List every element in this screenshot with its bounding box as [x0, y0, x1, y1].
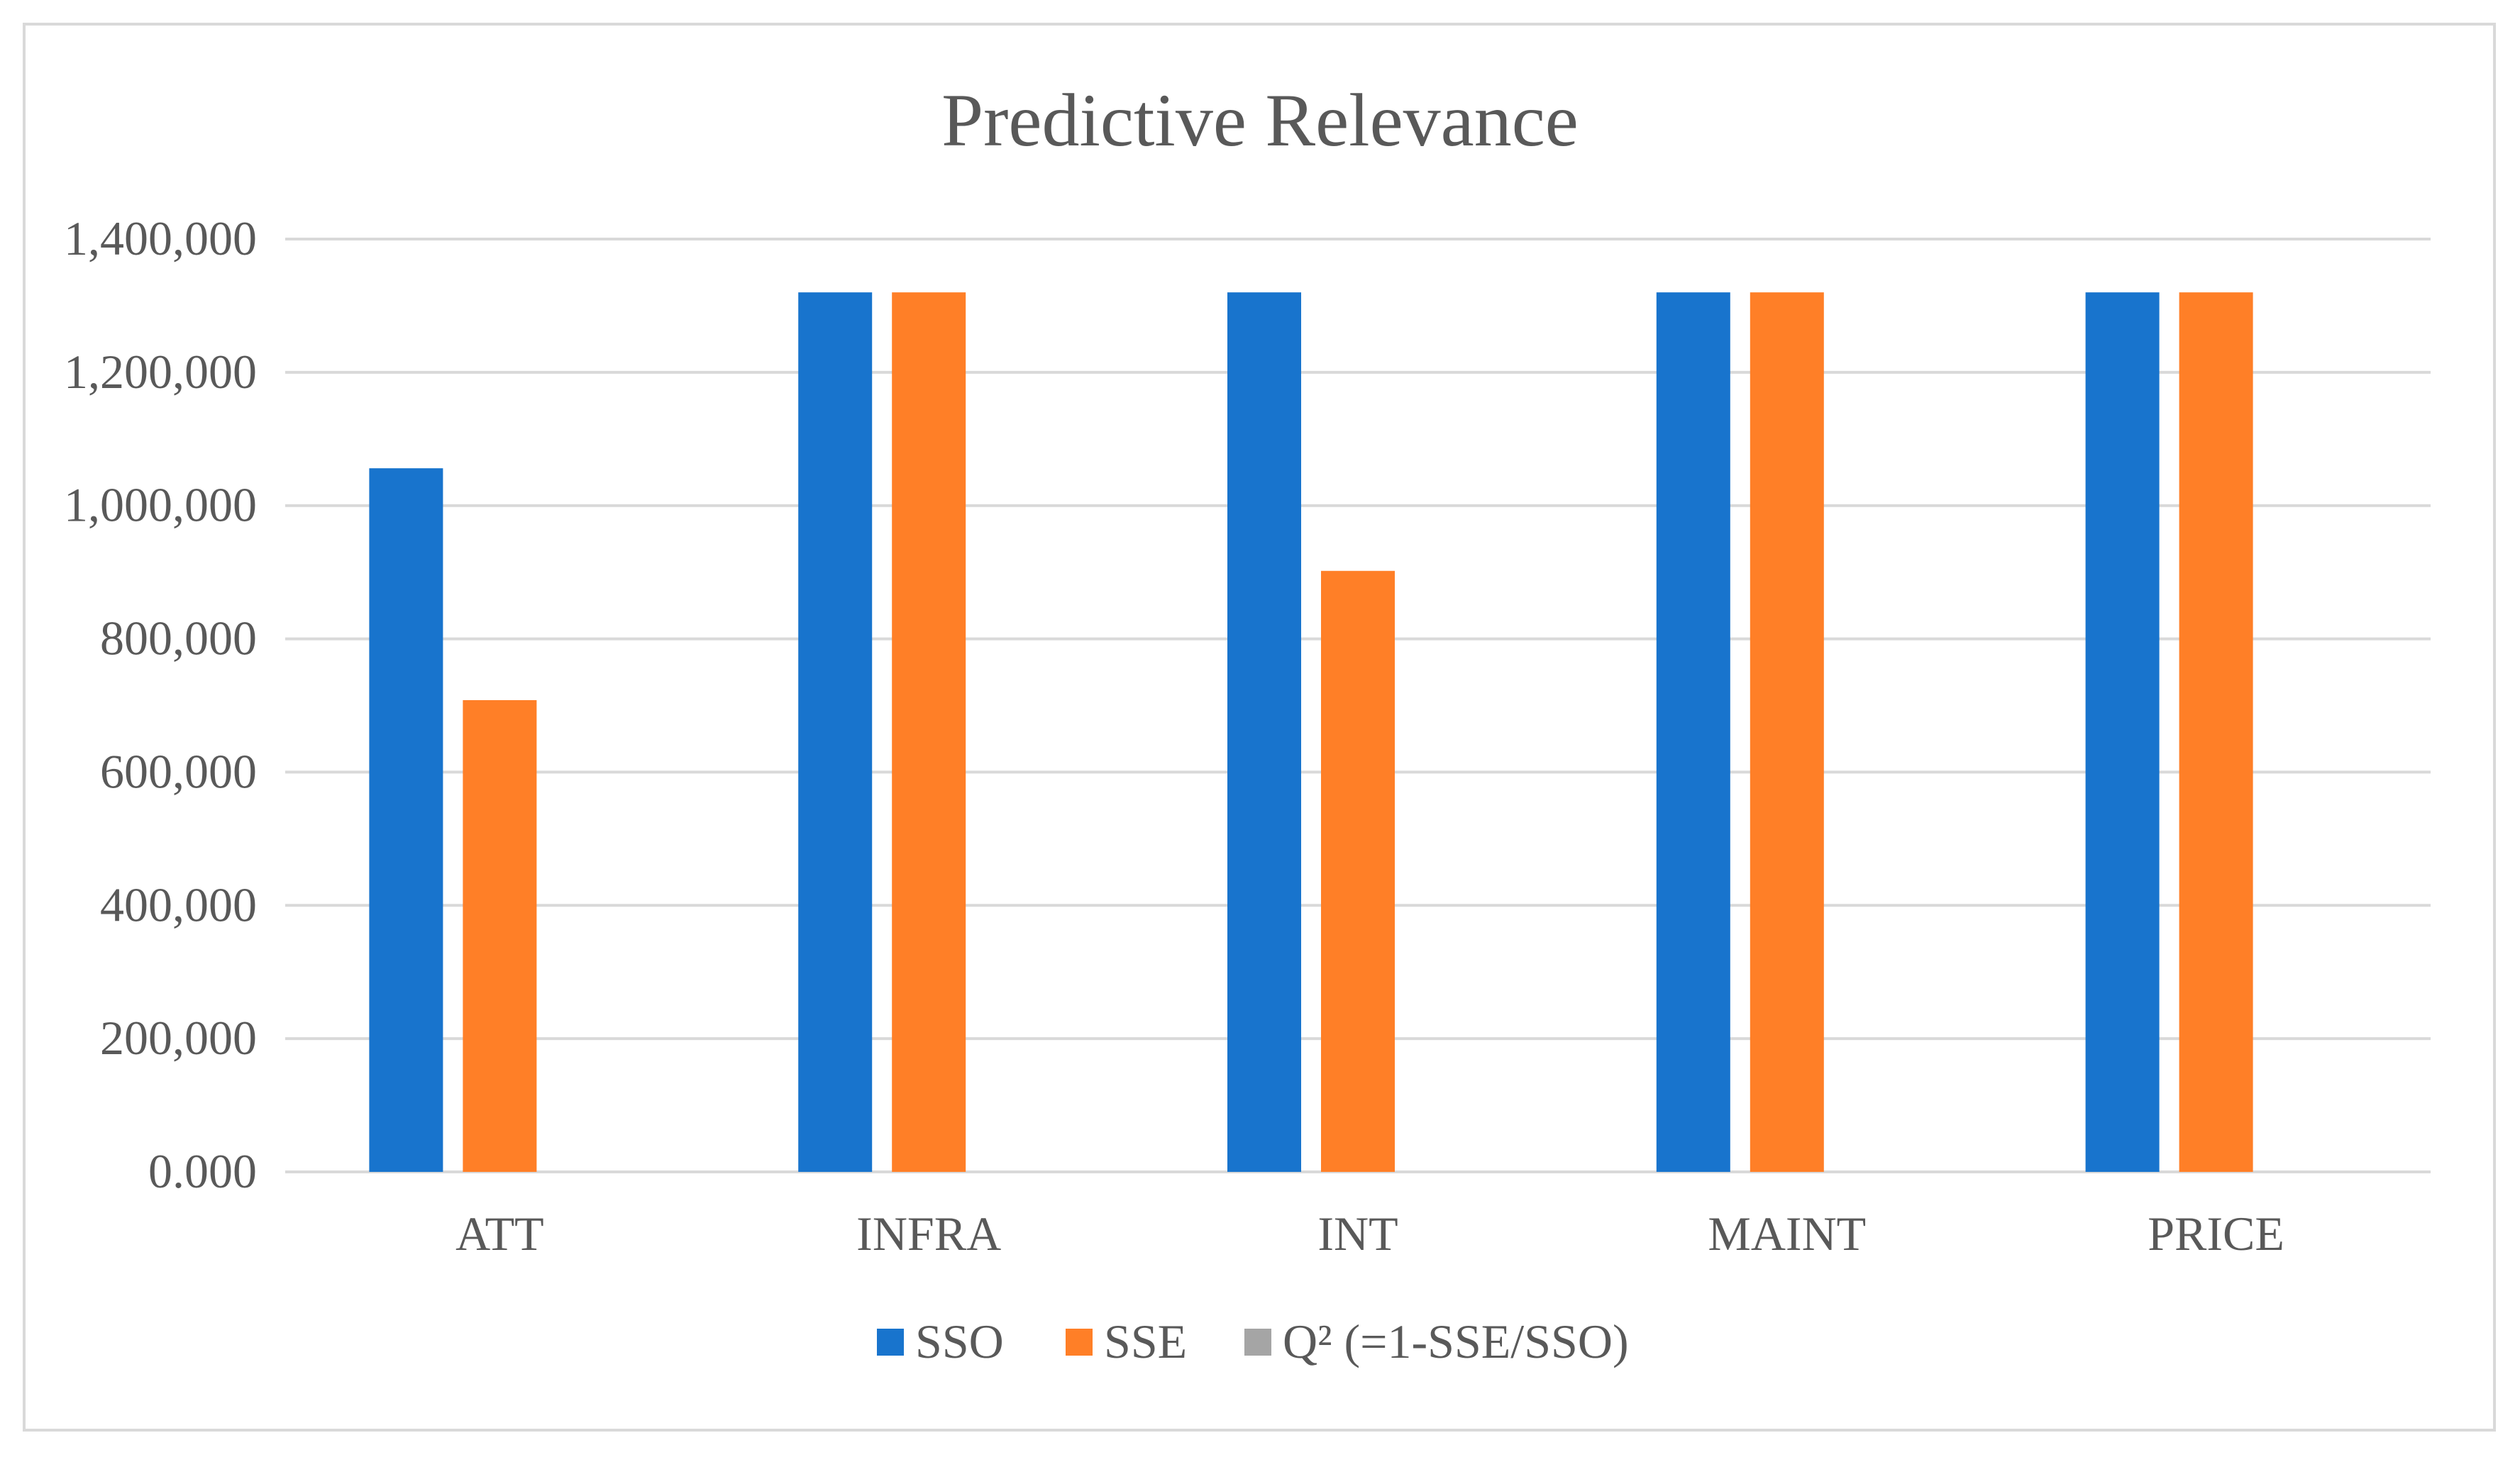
legend-swatch [1244, 1329, 1271, 1356]
x-tick-label: ATT [455, 1207, 544, 1261]
legend-label: Q² (=1-SSE/SSO) [1283, 1314, 1629, 1368]
y-axis-ticks: 0.000 200,000 400,000 600,000 800,000 1,000,0… [64, 211, 257, 1198]
x-axis-ticks: ATT INFRA INT MAINT PRICE [455, 1207, 2284, 1261]
bar-price-series-1 [2179, 292, 2253, 1173]
x-tick-label: MAINT [1708, 1207, 1866, 1261]
bar-maint-series-0 [1656, 292, 1730, 1173]
chart-title: Predictive Relevance [941, 79, 1579, 162]
bar-att-series-0 [369, 468, 443, 1172]
legend-label: SSO [915, 1314, 1004, 1368]
bar-int-series-0 [1227, 292, 1301, 1173]
bar-int-series-1 [1321, 570, 1395, 1172]
bar-price-series-0 [2085, 292, 2160, 1173]
x-tick-label: INT [1317, 1207, 1398, 1261]
x-tick-label: INFRA [856, 1207, 1001, 1261]
y-tick-label: 200,000 [100, 1011, 257, 1065]
bar-att-series-1 [463, 699, 537, 1172]
y-tick-label: 400,000 [100, 878, 257, 931]
bar-infra-series-0 [798, 292, 873, 1173]
y-tick-label: 600,000 [100, 744, 257, 798]
bars [369, 292, 2253, 1173]
legend: SSO SSE Q² (=1-SSE/SSO) [877, 1314, 1629, 1368]
y-tick-label: 1,200,000 [64, 345, 257, 399]
x-tick-label: PRICE [2148, 1207, 2284, 1261]
y-tick-label: 1,400,000 [64, 211, 257, 265]
y-tick-label: 1,000,000 [64, 478, 257, 532]
legend-label: SSE [1104, 1314, 1187, 1368]
y-tick-label: 800,000 [100, 611, 257, 665]
bar-infra-series-1 [892, 292, 966, 1173]
legend-swatch [1066, 1329, 1093, 1356]
bar-maint-series-1 [1750, 292, 1824, 1173]
legend-swatch [877, 1329, 904, 1356]
y-tick-label: 0.000 [148, 1144, 257, 1198]
